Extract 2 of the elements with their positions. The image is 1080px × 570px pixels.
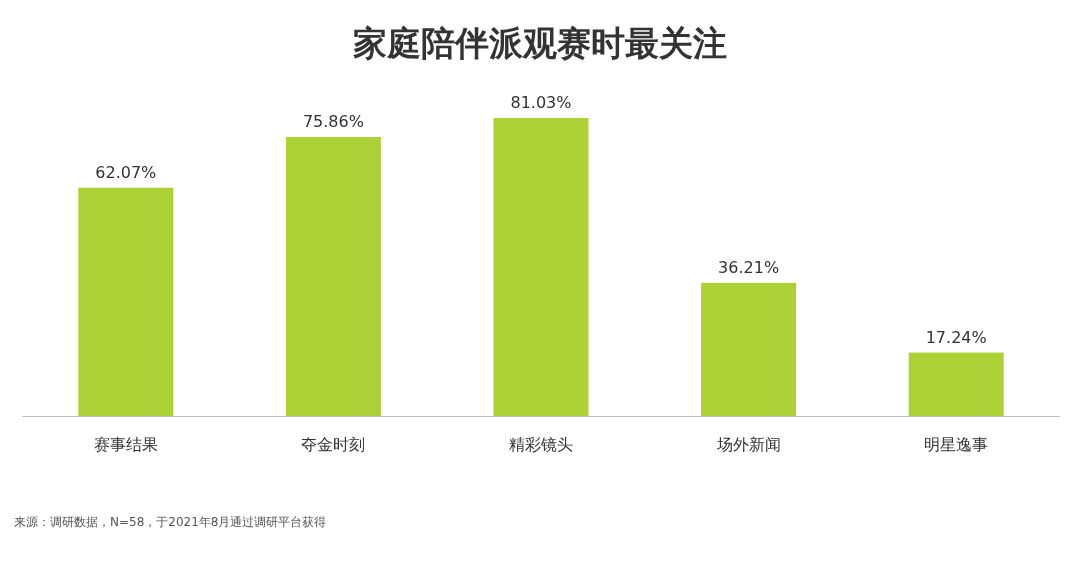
title: 家庭陪伴派观赛时最关注	[353, 23, 727, 63]
annotation: 来源：调研数据，N=58，于2021年8月通过调研平台获得	[14, 515, 327, 529]
